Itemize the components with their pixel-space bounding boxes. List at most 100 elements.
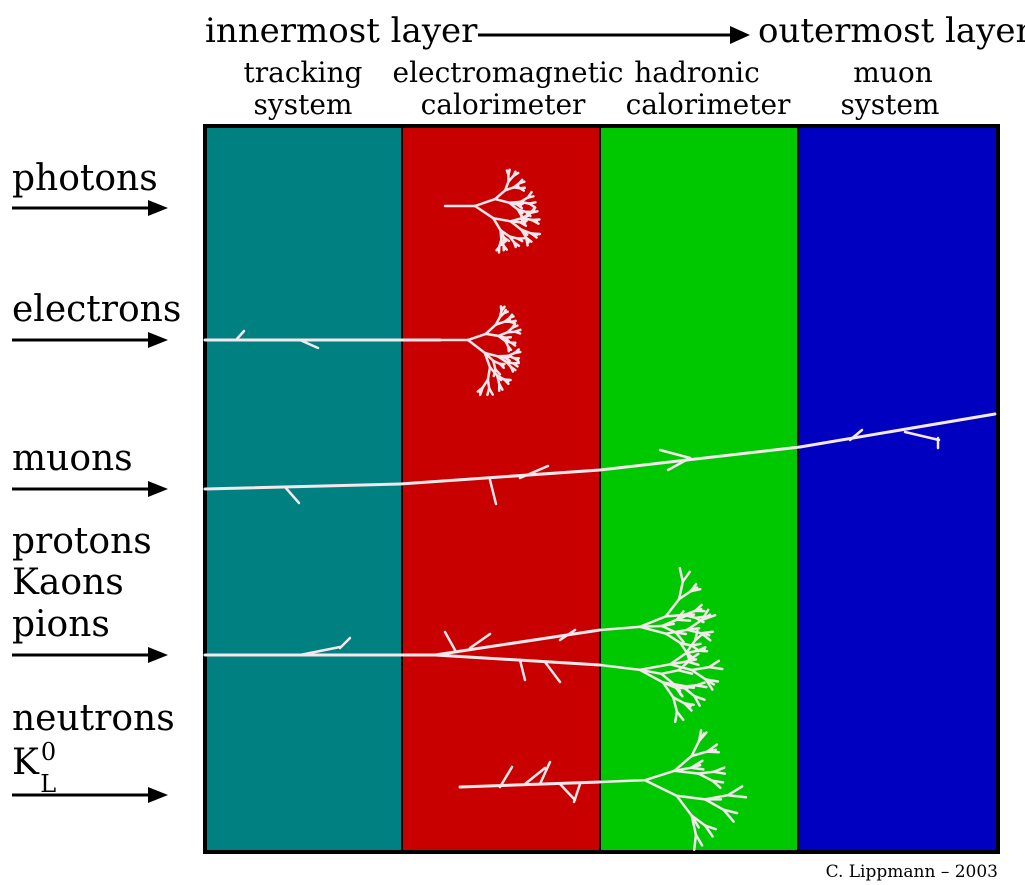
em-shower-branch bbox=[503, 356, 511, 362]
hadronic-shower-branch bbox=[677, 669, 694, 675]
hadronic-shower-branch bbox=[705, 748, 718, 753]
hadronic-shower-branch bbox=[685, 658, 698, 663]
em-shower-branch bbox=[503, 318, 512, 323]
muon-track bbox=[598, 445, 802, 472]
em-shower-branch bbox=[502, 244, 507, 251]
em-shower-branch bbox=[509, 220, 522, 224]
layer-em-calorimeter bbox=[402, 126, 600, 852]
hadronic-shower-branch bbox=[678, 566, 685, 583]
em-shower-branch bbox=[495, 245, 501, 252]
em-shower-branch bbox=[498, 362, 505, 368]
hadronic-shower-branch bbox=[703, 798, 725, 811]
em-shower-branch bbox=[495, 374, 503, 382]
track-kink bbox=[523, 766, 547, 786]
em-shower-branch bbox=[528, 202, 536, 208]
hadronic-shower-branch bbox=[668, 660, 689, 666]
layer-caption-em: electromagnetic calorimeter bbox=[393, 56, 624, 121]
hadronic-shower-branch bbox=[697, 772, 714, 782]
hadronic-shower-branch bbox=[679, 641, 694, 647]
em-shower-branch bbox=[524, 236, 530, 244]
electrons-arrow bbox=[12, 332, 168, 348]
em-shower-branch bbox=[504, 336, 511, 343]
neutral-hadron-track bbox=[458, 780, 602, 789]
track-kink bbox=[338, 636, 352, 650]
track-kink bbox=[298, 338, 320, 350]
muon-track bbox=[798, 412, 997, 449]
credit-label: C. Lippmann – 2003 bbox=[826, 862, 998, 882]
hadronic-shower-branch bbox=[684, 639, 697, 655]
hadronic-shower-branch bbox=[638, 668, 663, 676]
hadronic-shower-branch bbox=[683, 702, 692, 708]
hadronic-shower-branch bbox=[681, 570, 692, 583]
em-shower-branch bbox=[492, 216, 502, 232]
em-shower-branch bbox=[502, 236, 507, 243]
em-shower-branch bbox=[483, 351, 495, 363]
hadronic-shower-branch bbox=[726, 793, 748, 799]
particle-label: muons bbox=[12, 438, 133, 479]
track-kink bbox=[538, 760, 552, 786]
track-kink bbox=[234, 329, 246, 342]
particle-label: electrons bbox=[12, 289, 181, 330]
em-shower-branch bbox=[516, 208, 524, 215]
hadronic-shower-branch bbox=[638, 668, 665, 684]
hadrons-arrow bbox=[12, 647, 168, 663]
em-shower-branch bbox=[507, 345, 512, 351]
kaon-symbol-base: K bbox=[12, 742, 40, 783]
hadronic-shower-branch bbox=[672, 696, 679, 713]
outermost-layer-label: outermost layer bbox=[758, 11, 1025, 51]
layer-caption-line2: system bbox=[254, 88, 353, 121]
em-shower-branch bbox=[486, 387, 491, 397]
layer-caption-hadronic: hadronic calorimeter bbox=[626, 56, 791, 121]
hadronic-shower-branch bbox=[675, 794, 693, 817]
hadronic-shower-branch bbox=[664, 632, 682, 645]
hadronic-shower-branch bbox=[703, 824, 714, 838]
em-shower-branch bbox=[493, 189, 507, 201]
hadronic-shower-branch bbox=[672, 682, 682, 693]
hadronic-shower-branch bbox=[660, 672, 676, 686]
hadronic-shower-branch bbox=[690, 750, 709, 758]
hadronic-shower-branch bbox=[689, 763, 702, 769]
em-shower-branch bbox=[510, 341, 517, 347]
em-shower-branch bbox=[466, 332, 487, 342]
hadronic-shower-branch bbox=[726, 785, 744, 797]
em-shower-branch bbox=[519, 200, 531, 205]
hadronic-shower-branch bbox=[664, 597, 681, 618]
kaon-symbol-sub: L bbox=[40, 770, 56, 798]
em-shower-branch bbox=[512, 241, 517, 249]
hadronic-shower-branch bbox=[677, 580, 685, 601]
hadronic-shower-branch bbox=[708, 665, 724, 671]
em-shower-branch bbox=[513, 356, 520, 361]
hadronic-shower-branch bbox=[684, 649, 700, 655]
em-shower-branch bbox=[484, 332, 500, 338]
hadronic-shower-branch bbox=[672, 696, 686, 705]
hadronic-shower-branch bbox=[722, 808, 735, 823]
kaon-long-symbol: K0 L bbox=[12, 738, 56, 798]
hadronic-shower-branch bbox=[689, 586, 699, 593]
incoming-arrows bbox=[12, 200, 168, 803]
hadronic-shower-branch bbox=[675, 794, 707, 801]
track-kink bbox=[498, 765, 514, 789]
track-kink bbox=[558, 782, 577, 802]
em-shower-branch bbox=[526, 195, 535, 199]
layer-caption-line2: calorimeter bbox=[626, 88, 791, 121]
hadronic-shower-branch bbox=[696, 648, 706, 652]
layer-muon-system bbox=[798, 126, 998, 852]
track-kink bbox=[572, 782, 582, 804]
em-shower-branch bbox=[520, 228, 529, 236]
hadronic-shower-branch bbox=[643, 778, 678, 798]
hadronic-shower-branch bbox=[694, 684, 708, 689]
em-shower-branch bbox=[512, 362, 519, 368]
em-shower-branch bbox=[478, 386, 484, 394]
particle-label: protons bbox=[12, 521, 152, 562]
em-shower-branch bbox=[518, 220, 527, 224]
em-shower-branch bbox=[493, 197, 511, 204]
hadronic-shower-branch bbox=[693, 632, 705, 642]
track-kink bbox=[848, 428, 864, 442]
hadronic-shower-branch bbox=[660, 669, 680, 676]
em-shower-branch bbox=[515, 203, 523, 208]
hadronic-shower-branch bbox=[673, 710, 679, 724]
layer-caption-line1: tracking bbox=[244, 56, 363, 89]
track-kink bbox=[283, 485, 301, 505]
em-shower-branch bbox=[484, 323, 498, 336]
em-shower-branch bbox=[516, 237, 524, 243]
